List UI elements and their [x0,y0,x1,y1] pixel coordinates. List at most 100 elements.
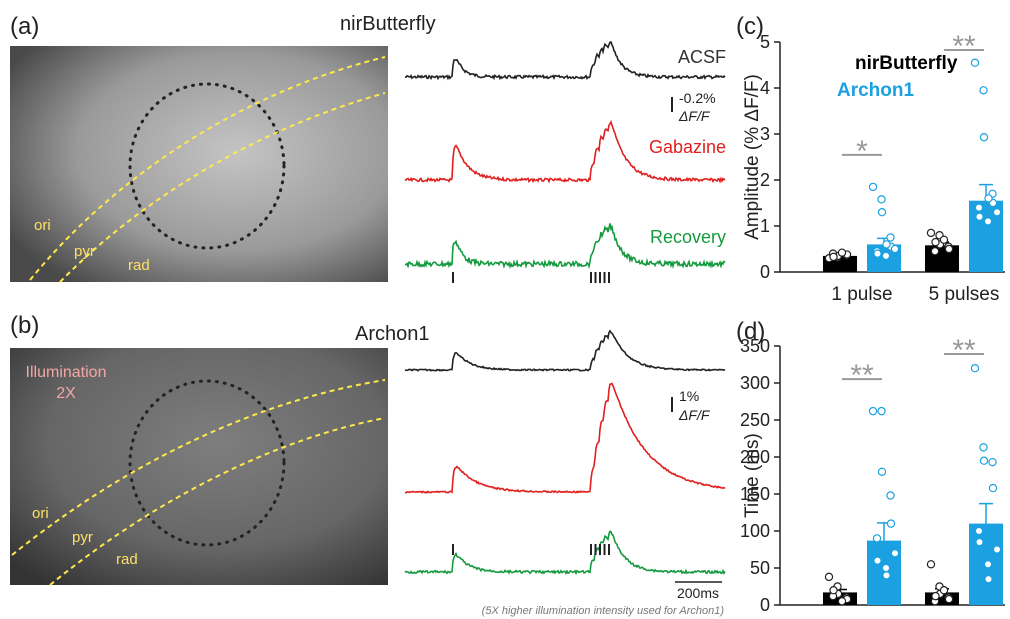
data-point [926,560,936,569]
layer-boundary [49,417,386,586]
data-point [829,252,838,262]
y-tick-label: 250 [740,410,770,430]
data-point [926,228,936,238]
construct-title: nirButterfly [340,13,436,35]
illumination-label: Illumination [26,364,107,381]
panel-label: (c) [736,13,764,40]
layer-label: pyr [74,243,95,260]
data-point [886,519,896,528]
y-tick-label: 150 [740,484,770,504]
error-bar [979,502,993,524]
bar [925,245,959,272]
panel-label: (d) [736,318,765,345]
data-point [944,244,954,254]
data-point [868,406,878,416]
trace [404,223,726,270]
data-point [886,233,895,242]
data-point [824,572,834,582]
data-point [877,467,887,476]
data-point [983,217,993,226]
trace [404,329,726,372]
scale-value: 1% [679,388,699,404]
trace-label: ACSF [678,47,726,67]
data-point [992,545,1002,554]
data-point [881,563,891,573]
y-tick-label: 200 [740,447,770,467]
time-scale: 200ms [677,585,719,601]
data-point [877,195,886,204]
data-point [890,549,900,558]
data-point [877,207,887,217]
trace-label: Gabazine [649,137,726,157]
trace [404,530,726,576]
data-point [988,483,998,493]
data-point [984,194,993,203]
data-point [829,586,838,595]
scale-unit: ΔF/F [678,108,711,124]
microscope-image [10,46,388,282]
y-tick-label: 0 [760,595,770,615]
y-tick-label: 350 [740,336,770,356]
data-point [992,207,1002,217]
y-tick-label: 2 [760,170,770,190]
x-tick-label: 1 pulse [831,284,892,305]
trace-label: Recovery [650,227,726,247]
data-point [974,526,984,536]
panel-label: (a) [10,13,39,40]
roi-circle [128,82,286,250]
y-tick-label: 50 [750,558,770,578]
y-tick-label: 0 [760,262,770,282]
data-point [882,571,891,580]
x-tick-label: 5 pulses [929,284,1000,305]
layer-label: ori [34,217,51,234]
data-point [988,457,997,467]
data-point [881,251,891,261]
legend-entry: nirButterfly [855,53,958,74]
y-axis-label: Amplitude (% ΔF/F) [742,74,763,240]
scale-unit: ΔF/F [678,407,711,423]
data-point [979,133,989,142]
data-point [979,443,988,452]
y-tick-label: 100 [740,521,770,541]
layer-label: pyr [72,529,93,546]
data-point [970,364,980,373]
y-tick-label: 3 [760,124,770,144]
microscope-image [10,348,388,585]
scale-value: -0.2% [679,90,716,106]
data-point [930,247,940,256]
data-point [975,537,984,547]
y-tick-label: 4 [760,78,770,98]
y-tick-label: 5 [760,32,770,52]
footnote: (5X higher illumination intensity used f… [482,605,725,617]
data-point [975,212,984,221]
data-point [868,182,878,192]
roi-circle [128,379,286,547]
trace [404,41,726,81]
construct-title: Archon1 [355,323,430,345]
y-axis-label: Time (ms) [742,433,763,518]
data-point [837,248,847,257]
significance-mark: ** [952,30,976,63]
x-tick-label: 5 pulses [929,617,1000,619]
data-point [872,534,882,543]
data-point [873,556,882,565]
data-point [931,591,940,601]
layer-label: rad [128,257,150,274]
significance-mark: ** [952,334,976,367]
data-point [837,597,847,606]
panel-label: (b) [10,312,39,339]
data-point [984,574,993,584]
y-tick-label: 300 [740,373,770,393]
data-point [873,249,882,258]
data-point [877,406,886,416]
data-point [939,235,949,244]
layer-boundary [11,379,386,556]
trace [404,119,726,184]
data-point [970,58,980,67]
significance-mark: * [856,135,868,168]
significance-mark: ** [850,359,874,392]
layer-label: ori [32,505,49,522]
layer-boundary [59,92,386,283]
traces [404,41,726,576]
